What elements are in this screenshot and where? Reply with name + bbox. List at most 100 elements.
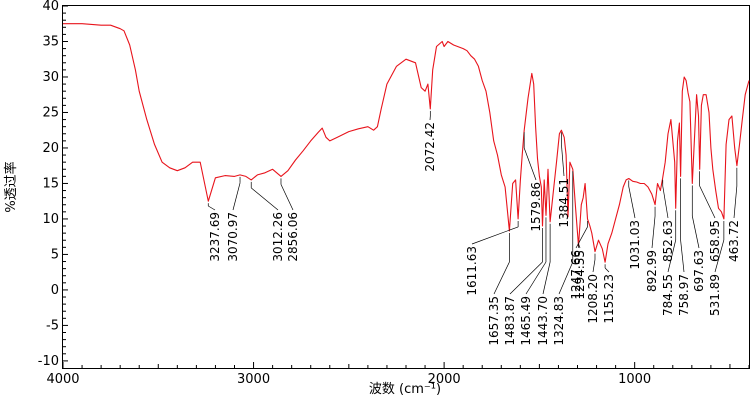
peak-leader-line: [691, 215, 700, 249]
x-tick-label: 4000: [46, 372, 79, 387]
peak-annotation: 852.63: [661, 179, 675, 262]
peak-label: 3070.97: [226, 212, 240, 262]
peak-annotation: 658.95: [699, 171, 722, 262]
peak-label: 2072.42: [423, 122, 437, 172]
peak-label: 1155.23: [602, 274, 616, 324]
peak-label: 1465.49: [519, 296, 533, 346]
peak-label: 1208.20: [586, 274, 600, 324]
peak-annotation: 1579.86: [523, 132, 543, 232]
peak-label: 1324.83: [552, 296, 566, 346]
peak-label: 1247.66: [569, 250, 583, 300]
peak-annotation: 1465.49: [519, 217, 547, 346]
y-tick-label: 10: [42, 212, 59, 227]
y-tick-label: 20: [42, 141, 59, 156]
x-tick-label: 2000: [428, 372, 461, 387]
y-tick-label: 30: [42, 70, 59, 85]
peak-leader-line: [578, 243, 581, 249]
peak-annotation: 758.97: [677, 178, 691, 316]
peak-annotation: 2072.42: [423, 110, 437, 172]
y-tick-label: -10: [38, 354, 59, 369]
y-axis-ticks: -10 -5 0 5 10 15 20 25 30 35 40: [38, 0, 68, 369]
x-axis-title: 波数 (cm⁻¹): [369, 382, 441, 397]
peak-label: 784.55: [661, 274, 675, 316]
peak-label: 658.95: [708, 220, 722, 262]
peak-annotation: 3012.26: [250, 181, 285, 262]
peak-leader-line: [662, 185, 669, 219]
peak-label: 1384.51: [557, 178, 571, 228]
peak-annotations: 3237.69 3070.97 3012.26 2856.06 2072.42 1657.…: [207, 110, 741, 346]
peak-annotation: 1483.87: [503, 228, 543, 346]
peak-annotation: 1384.51: [557, 132, 571, 228]
x-axis-ticks: 4000 3000 2000 1000: [46, 362, 750, 387]
peak-label: 1483.87: [503, 296, 517, 346]
peak-leader-line: [604, 267, 610, 273]
peak-leader-line: [714, 239, 725, 273]
peak-label: 1657.35: [487, 296, 501, 346]
peak-annotation: 3237.69: [207, 203, 222, 262]
peak-leader-line: [699, 185, 716, 219]
peak-annotation: 2856.06: [280, 178, 300, 262]
peak-leader-line: [250, 187, 279, 211]
peak-annotation: 784.55: [661, 210, 677, 316]
peak-annotation: 1611.63: [465, 220, 519, 296]
peak-leader-line: [561, 143, 565, 177]
peak-annotation: 697.63: [691, 185, 706, 292]
peak-annotation: 1155.23: [602, 264, 616, 324]
y-tick-label: 25: [42, 105, 59, 120]
peak-label: 892.99: [645, 250, 659, 292]
peak-annotation: 463.72: [727, 167, 741, 262]
peak-annotation: 1247.66: [569, 220, 588, 300]
peak-label: 1294.55: [573, 250, 587, 300]
peak-leader-line: [628, 186, 636, 219]
peak-leader-line: [558, 261, 574, 295]
peak-leader-line: [493, 261, 510, 295]
peak-annotation: 1443.70: [536, 223, 551, 346]
peak-annotation: 892.99: [645, 206, 659, 292]
x-tick-label: 1000: [618, 372, 651, 387]
spectrum-line: [63, 23, 750, 263]
x-tick-label: 3000: [237, 372, 270, 387]
peak-leader-line: [523, 147, 537, 181]
peak-label: 758.97: [677, 274, 691, 316]
peak-annotation: 3070.97: [226, 176, 241, 262]
peak-annotation: 1208.20: [586, 253, 600, 324]
y-tick-label: 5: [51, 247, 59, 262]
peak-label: 1579.86: [529, 182, 543, 232]
peak-annotation: 1657.35: [487, 233, 510, 346]
peak-annotation: 531.89: [708, 220, 725, 316]
peak-leader-line: [680, 239, 685, 273]
peak-leader-line: [280, 184, 294, 211]
peak-leader-line: [232, 182, 241, 211]
peak-label: 463.72: [727, 220, 741, 262]
peak-label: 1611.63: [465, 246, 479, 296]
peak-label: 2856.06: [286, 212, 300, 262]
peak-annotation: 1031.03: [628, 180, 642, 270]
y-tick-label: -5: [46, 318, 59, 333]
y-axis-title: %透过率: [3, 161, 19, 212]
peak-label: 531.89: [708, 274, 722, 316]
peak-leader-line: [575, 226, 588, 249]
peak-leader-line: [525, 261, 547, 295]
peak-leader-line: [509, 261, 543, 295]
y-tick-label: 40: [42, 0, 59, 14]
peak-label: 1443.70: [536, 296, 550, 346]
peak-leader-line: [733, 185, 738, 219]
plot-frame: [62, 5, 750, 369]
peak-label: 3237.69: [208, 212, 222, 262]
y-tick-label: 35: [42, 34, 59, 49]
peak-leader-line: [471, 226, 519, 245]
peak-leader-line: [542, 261, 551, 295]
y-tick-label: 0: [51, 283, 59, 298]
peak-annotation: 1294.55: [573, 243, 587, 300]
peak-annotation: 1324.83: [552, 171, 574, 346]
y-tick-label: 15: [42, 176, 59, 191]
peak-leader-line: [667, 239, 677, 273]
peak-leader-line: [592, 259, 596, 273]
peak-leader-line: [208, 205, 216, 211]
peak-label: 3012.26: [271, 212, 285, 262]
peak-label: 852.63: [661, 220, 675, 262]
peak-label: 1031.03: [628, 220, 642, 270]
peak-leader-line: [651, 215, 656, 249]
peak-label: 697.63: [692, 250, 706, 292]
